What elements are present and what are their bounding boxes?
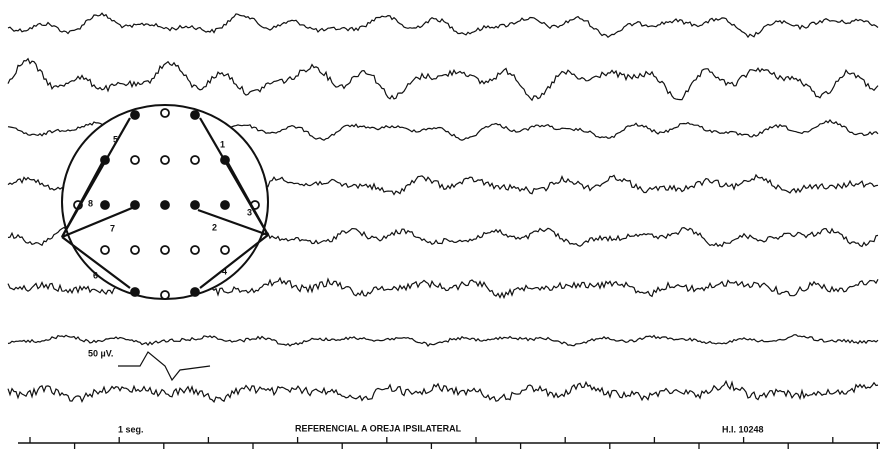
electrode (101, 201, 109, 209)
calibration-label: 50 µV. (88, 348, 113, 358)
electrode (161, 246, 169, 254)
electrode (161, 156, 169, 164)
arrow-label: 4 (222, 266, 227, 276)
arrow-label: 6 (93, 270, 98, 280)
electrode (131, 201, 139, 209)
electrode (191, 156, 199, 164)
electrode (191, 201, 199, 209)
electrode (221, 246, 229, 254)
eeg-figure: 1 2 3 4 5 6 7 8 50 µV. 1 seg. REFERENCIA… (0, 0, 882, 453)
arrow-label: 1 (220, 139, 225, 149)
time-scale-label: 1 seg. (118, 424, 144, 434)
electrode-diagram: 1 2 3 4 5 6 7 8 (62, 105, 268, 299)
electrode (131, 111, 139, 119)
electrode (191, 246, 199, 254)
electrode (161, 291, 169, 299)
electrode (191, 288, 199, 296)
electrode (131, 288, 139, 296)
arrow-label: 2 (212, 222, 217, 232)
electrode (221, 201, 229, 209)
electrode (131, 246, 139, 254)
electrode (161, 109, 169, 117)
arrow-label: 3 (247, 207, 252, 217)
arrow-label: 8 (88, 198, 93, 208)
arrow-label: 7 (110, 223, 115, 233)
caption: REFERENCIAL A OREJA IPSILATERAL (295, 423, 462, 433)
record-id: H.I. 10248 (722, 424, 764, 434)
electrode (131, 156, 139, 164)
arrow-label: 5 (113, 134, 118, 144)
electrode (191, 111, 199, 119)
electrode (101, 246, 109, 254)
electrode (161, 201, 169, 209)
